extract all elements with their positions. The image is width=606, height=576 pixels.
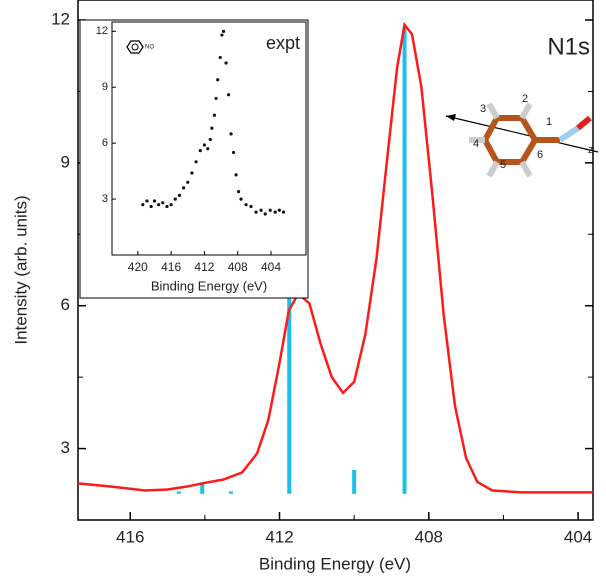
atom-label: 3 xyxy=(480,103,486,115)
data-point xyxy=(274,211,277,214)
y-tick-label: 9 xyxy=(61,152,70,171)
inset-y-tick-label: 9 xyxy=(102,81,108,93)
data-point xyxy=(170,203,173,206)
inset-x-tick-label: 408 xyxy=(228,260,248,274)
molecule: 1 2 3 4 5 6 z xyxy=(446,93,598,176)
x-tick-label: 412 xyxy=(265,527,293,546)
inset-x-tick-label: 404 xyxy=(261,260,281,274)
annotation: N1s xyxy=(547,33,590,60)
data-point xyxy=(157,203,160,206)
atom-label: 1 xyxy=(546,116,552,128)
data-point xyxy=(232,151,235,154)
inset-x-tick-label: 416 xyxy=(161,260,181,274)
data-point xyxy=(174,197,177,200)
data-point xyxy=(141,203,144,206)
data-point xyxy=(194,160,197,163)
y-tick-label: 6 xyxy=(61,295,70,314)
arrow-head xyxy=(446,114,456,121)
data-point xyxy=(259,209,262,212)
data-point xyxy=(227,93,230,96)
data-point xyxy=(209,138,212,141)
data-point xyxy=(269,209,272,212)
data-point xyxy=(220,33,223,36)
data-point xyxy=(278,209,281,212)
x-tick-label: 416 xyxy=(116,527,144,546)
inset-x-axis-label: Binding Energy (eV) xyxy=(151,278,267,293)
data-point xyxy=(182,186,185,189)
data-point xyxy=(244,203,247,206)
bond xyxy=(489,104,497,118)
atom-label: 6 xyxy=(537,149,543,161)
data-point xyxy=(249,205,252,208)
inset-y-tick-label: 3 xyxy=(102,193,108,205)
data-point xyxy=(199,149,202,152)
inset-annotation: expt xyxy=(266,33,300,53)
bond xyxy=(522,162,530,176)
atom-label: 2 xyxy=(522,93,528,105)
data-point xyxy=(229,132,232,135)
inset-frame xyxy=(80,20,308,298)
axis-label: z xyxy=(588,144,594,156)
data-point xyxy=(186,181,189,184)
data-point xyxy=(206,147,209,150)
inset-x-tick-label: 420 xyxy=(128,260,148,274)
data-point xyxy=(145,199,148,202)
data-point xyxy=(234,173,237,176)
chart: Binding Energy (eV) Intensity (arb. unit… xyxy=(0,0,606,576)
bond xyxy=(489,162,497,176)
data-point xyxy=(224,61,227,64)
data-point xyxy=(282,211,285,214)
data-point xyxy=(213,114,216,117)
bond xyxy=(522,104,530,118)
data-point xyxy=(210,127,213,130)
icon-label: NO xyxy=(145,45,154,51)
data-point xyxy=(150,205,153,208)
y-axis-label: Intensity (arb. units) xyxy=(11,195,30,344)
data-point xyxy=(161,201,164,204)
atom-label: 4 xyxy=(473,138,479,150)
data-point xyxy=(216,78,219,81)
x-tick-label: 408 xyxy=(415,527,443,546)
data-point xyxy=(219,56,222,59)
data-point xyxy=(190,171,193,174)
data-point xyxy=(178,194,181,197)
data-point xyxy=(203,143,206,146)
x-axis-label: Binding Energy (eV) xyxy=(259,554,411,573)
data-point xyxy=(254,211,257,214)
x-tick-label: 404 xyxy=(564,527,592,546)
data-point xyxy=(165,205,168,208)
inset-y-tick-label: 12 xyxy=(96,25,108,37)
y-tick-label: 3 xyxy=(61,438,70,457)
ring xyxy=(485,118,535,162)
data-point xyxy=(153,199,156,202)
data-point xyxy=(222,30,225,33)
inset-y-tick-label: 6 xyxy=(102,137,108,149)
y-tick-label: 12 xyxy=(51,9,70,28)
bond xyxy=(560,128,578,140)
inset-x-tick-label: 412 xyxy=(194,260,214,274)
bond xyxy=(578,118,590,128)
data-point xyxy=(264,212,267,215)
data-point xyxy=(239,197,242,200)
data-point xyxy=(237,190,240,193)
data-point xyxy=(214,97,217,100)
atom-label: 5 xyxy=(500,159,506,171)
